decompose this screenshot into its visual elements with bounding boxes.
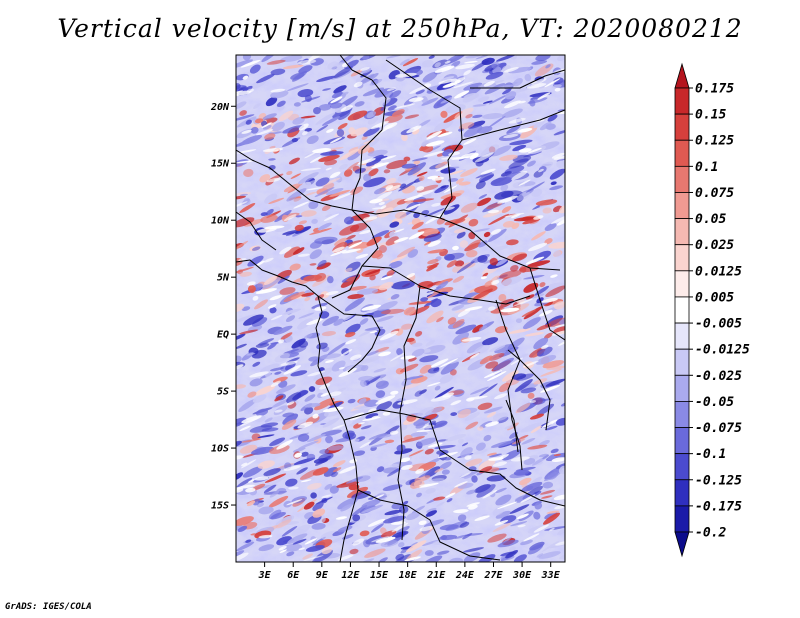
colorbar-swatch — [674, 165, 690, 193]
colorbar-label: -0.05 — [695, 395, 734, 410]
lat-label: 5N — [217, 273, 230, 284]
colorbar-label: 0.15 — [695, 108, 726, 123]
longitude-axis: 3E 6E 9E 12E 15E 18E 21E 24E 27E 30E 33E — [258, 562, 561, 581]
colorbar-label: 0.1 — [695, 160, 718, 175]
colorbar-swatch — [674, 401, 690, 428]
colorbar-label: -0.175 — [695, 499, 742, 514]
colorbar-swatch — [674, 479, 690, 507]
colorbar: 0.175 0.15 0.125 0.1 0.075 0.05 0.025 0.0125 0.0… — [674, 62, 750, 558]
colorbar-swatch — [674, 374, 690, 402]
lon-label: 21E — [426, 570, 446, 581]
colorbar-label: -0.025 — [695, 369, 742, 384]
latitude-axis: 20N 15N 10N 5N EQ 5S 10S 15S — [210, 102, 236, 512]
credit-label: GrADS: IGES/COLA — [5, 602, 92, 612]
colorbar-label: -0.2 — [695, 526, 726, 541]
lat-label: 20N — [210, 102, 230, 113]
colorbar-swatch — [674, 427, 690, 455]
lon-label: 9E — [316, 570, 329, 581]
colorbar-label: -0.0125 — [695, 343, 750, 358]
country-borders — [236, 55, 565, 562]
lon-label: 12E — [341, 570, 360, 581]
colorbar-max-arrow — [674, 62, 690, 89]
colorbar-label: 0.075 — [695, 186, 734, 201]
colorbar-label: -0.075 — [695, 421, 742, 436]
colorbar-swatch — [674, 139, 690, 167]
lon-label: 30E — [512, 570, 532, 581]
colorbar-swatch — [674, 322, 690, 350]
colorbar-swatch — [674, 505, 690, 533]
lat-label: 10N — [211, 216, 230, 227]
colorbar-label: -0.005 — [695, 317, 742, 332]
colorbar-label: 0.175 — [695, 82, 734, 97]
lon-label: 18E — [399, 570, 418, 581]
colorbar-label: 0.0125 — [695, 264, 742, 279]
lat-label: 15N — [211, 159, 230, 170]
colorbar-swatch — [674, 244, 690, 272]
lat-label: 10S — [211, 444, 229, 455]
colorbar-label: 0.025 — [695, 238, 734, 253]
colorbar-swatch — [674, 270, 690, 298]
lat-label: 15S — [211, 501, 229, 512]
colorbar-label: 0.05 — [695, 212, 726, 227]
colorbar-swatch — [674, 453, 690, 481]
colorbar-swatch — [674, 192, 690, 219]
colorbar-min-arrow — [674, 531, 690, 558]
colorbar-swatch — [674, 113, 690, 141]
lon-label: 27E — [483, 570, 503, 581]
colorbar-swatch — [674, 87, 690, 115]
lon-label: 24E — [455, 570, 475, 581]
colorbar-swatch — [674, 348, 690, 376]
lat-label: 5S — [217, 387, 229, 398]
map-title: Vertical velocity [m/s] at 250hPa, VT: 2… — [57, 14, 743, 43]
colorbar-swatch — [674, 296, 690, 324]
lon-label: 33E — [541, 570, 561, 581]
lat-label: EQ — [217, 330, 229, 341]
colorbar-label: -0.125 — [695, 473, 742, 488]
colorbar-label: 0.125 — [695, 134, 734, 149]
colorbar-swatch — [674, 218, 690, 246]
colorbar-label: -0.1 — [695, 447, 726, 462]
lon-label: 15E — [370, 570, 389, 581]
vertical-velocity-field — [236, 55, 565, 562]
map-frame — [235, 54, 566, 563]
lon-label: 3E — [258, 570, 272, 581]
lon-label: 6E — [287, 570, 300, 581]
colorbar-label: 0.005 — [695, 290, 734, 305]
